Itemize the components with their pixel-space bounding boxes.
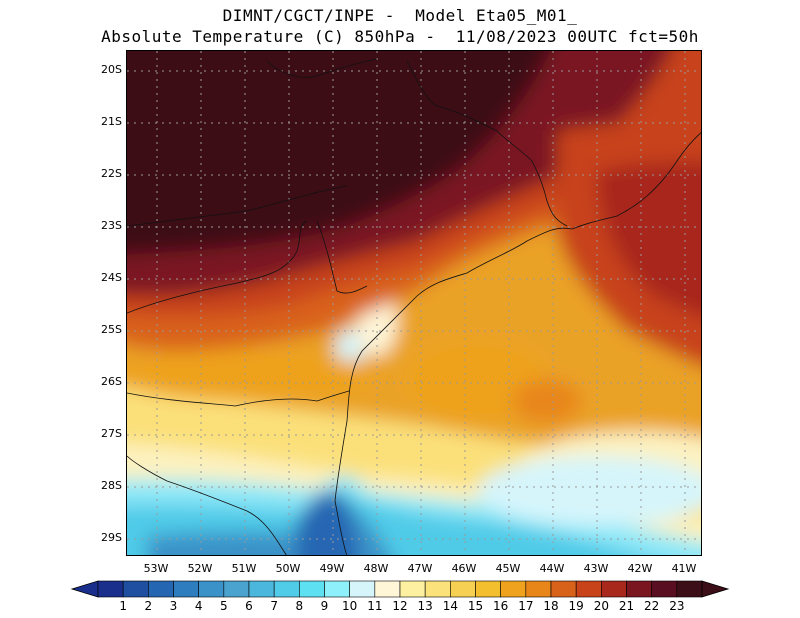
lon-label: 47W [407,562,433,575]
colorbar-label: 4 [194,599,203,613]
colorbar-swatch [273,580,300,598]
colorbar-label: 3 [169,599,178,613]
lat-label: 28S [101,479,122,492]
lat-label: 20S [101,63,122,76]
colorbar-label: 20 [593,599,609,613]
lon-label: 42W [627,562,653,575]
colorbar-label: 19 [568,599,584,613]
lon-label: 49W [319,562,345,575]
lat-label: 21S [101,115,122,128]
lon-label: 44W [539,562,565,575]
lon-label: 43W [583,562,609,575]
colorbar-swatch [198,580,225,598]
colorbar-label: 2 [144,599,153,613]
lat-label: 25S [101,323,122,336]
colorbar-swatch [651,580,678,598]
colorbar-label: 5 [220,599,228,613]
colorbar-label: 7 [270,599,278,613]
colorbar-label: 8 [295,599,304,613]
colorbar-swatch [173,580,199,598]
colorbar-swatch [374,580,401,598]
colorbar-swatch [223,580,250,598]
lat-label: 29S [101,531,122,544]
colorbar-arrow-left [70,580,99,598]
colorbar-swatch [676,580,703,598]
graticule [127,51,701,555]
colorbar-label: 12 [392,599,408,613]
colorbar-swatch [550,580,577,598]
map-subtitle: Absolute Temperature (C) 850hPa - 11/08/… [101,27,699,46]
lat-label: 24S [101,271,122,284]
colorbar-swatch [399,580,426,598]
map-title: DIMNT/CGCT/INPE - Model Eta05_M01_ [222,6,578,25]
lat-label: 26S [101,375,122,388]
lat-label: 27S [101,427,122,440]
lon-label: 51W [231,562,257,575]
colorbar-label: 21 [618,599,635,613]
colorbar-label: 14 [442,599,458,613]
lon-label: 45W [495,562,521,575]
colorbar-swatch [475,580,501,598]
lon-label: 41W [671,562,697,575]
colorbar-swatch [601,580,627,598]
colorbar-label: 6 [245,599,253,613]
colorbar-swatch [148,580,174,598]
lat-label: 22S [101,167,122,180]
colorbar-label: 15 [467,599,484,613]
lon-label: 53W [143,562,169,575]
colorbar-label: 11 [367,599,383,613]
lon-label: 52W [187,562,213,575]
colorbar-label: 17 [518,599,534,613]
colorbar-swatch [324,580,350,598]
colorbar-label: 1 [119,599,127,613]
colorbar-swatch [97,580,124,598]
colorbar-swatch [122,580,149,598]
colorbar-label: 13 [417,599,433,613]
lon-label: 48W [363,562,389,575]
colorbar-swatch [626,580,652,598]
colorbar-swatch [424,580,451,598]
colorbar-label: 18 [543,599,559,613]
colorbar-swatch [248,580,275,598]
colorbar-label: 23 [669,599,685,613]
colorbar-swatch [525,580,552,598]
colorbar-label: 10 [342,599,358,613]
colorbar-label: 9 [320,599,329,613]
colorbar-swatch [500,580,527,598]
coastline [127,58,701,555]
colorbar-swatch [299,580,325,598]
colorbar-swatch [349,580,376,598]
temperature-map [126,50,702,556]
lon-label: 50W [275,562,301,575]
colorbar-arrow-right [701,580,730,598]
lat-label: 23S [101,219,122,232]
colorbar-swatch [575,580,602,598]
lon-label: 46W [451,562,477,575]
colorbar [70,580,730,598]
colorbar-swatch [450,580,476,598]
colorbar-label: 16 [493,599,509,613]
colorbar-label: 22 [644,599,660,613]
temperature-field [127,51,701,555]
